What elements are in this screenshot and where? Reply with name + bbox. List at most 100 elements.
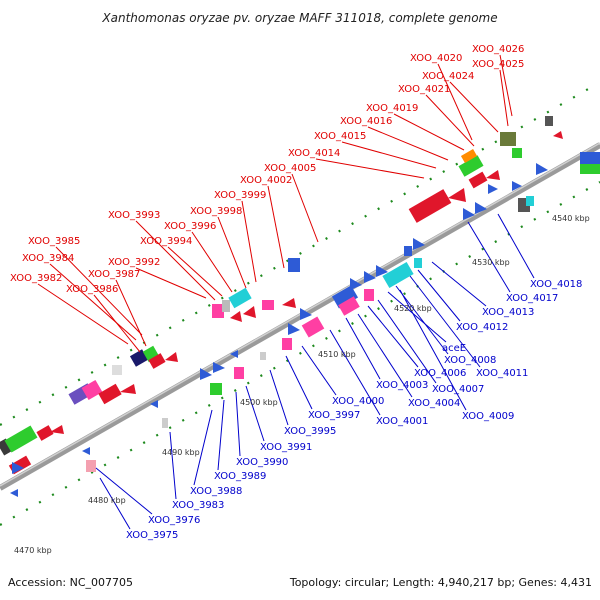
gene-label: XOO_3992 (108, 257, 160, 268)
gene-label: XOO_4000 (332, 396, 384, 407)
gene-block (210, 383, 222, 395)
gene-arrow (553, 131, 563, 139)
gene-label: XOO_4012 (456, 322, 508, 333)
gene-label: XOO_3987 (88, 269, 140, 280)
gene-arrow (243, 306, 256, 318)
summary-text: Topology: circular; Length: 4,940,217 bp… (289, 576, 592, 589)
leader-line (193, 409, 213, 486)
gene-arrow (230, 311, 242, 322)
gene-block (580, 152, 600, 164)
gene-arrow (200, 368, 212, 380)
gene-label: XOO_3989 (214, 471, 266, 482)
tick-label: 4530 kbp (472, 258, 510, 267)
leader-line (99, 477, 131, 530)
gene-label: XOO_4016 (340, 116, 392, 127)
gene-arrow (364, 271, 376, 283)
leader-line (235, 391, 241, 457)
gene-arrow (120, 384, 136, 394)
gene-label: XOO_3986 (66, 284, 118, 295)
gene-arrow (536, 163, 548, 175)
gene-label: XOO_3994 (140, 236, 192, 247)
accession-text: Accession: NC_007705 (8, 576, 133, 589)
gene-block (4, 425, 38, 453)
gene-label: XOO_3982 (10, 273, 62, 284)
leader-line (395, 285, 449, 355)
tick-label: 4470 kbp (14, 546, 52, 555)
gene-arrow (230, 350, 238, 358)
leader-line (341, 141, 437, 169)
gene-block (500, 132, 516, 146)
leader-line (387, 291, 447, 343)
leader-line (315, 158, 425, 179)
gene-arrow (488, 184, 498, 194)
gene-block (81, 379, 103, 401)
gene-block (301, 316, 325, 338)
gene-label: XOO_3983 (172, 500, 224, 511)
gene-label: XOO_4004 (408, 398, 460, 409)
leader-line (115, 279, 147, 347)
gene-label: XOO_4002 (240, 175, 292, 186)
gene-label: XOO_3988 (190, 486, 242, 497)
gene-label: XOO_3999 (214, 190, 266, 201)
tick-label: 4490 kbp (162, 448, 200, 457)
gene-block (98, 383, 122, 405)
gene-arrow (12, 462, 24, 474)
gene-label: XOO_3976 (148, 515, 200, 526)
gene-block (526, 196, 534, 206)
leader-line (93, 294, 141, 353)
gene-label: XOO_3991 (260, 442, 312, 453)
gene-block (382, 261, 414, 289)
leader-line (55, 246, 143, 336)
gene-block (262, 300, 274, 310)
leader-line (437, 63, 473, 141)
gene-block (458, 155, 484, 177)
leader-line (417, 269, 461, 322)
leader-line (241, 200, 257, 283)
gene-block (222, 300, 230, 312)
gene-block (0, 438, 13, 456)
leader-line (95, 467, 153, 515)
leader-line (345, 317, 381, 380)
leaders-top (37, 54, 513, 353)
leader-line (393, 113, 465, 151)
leader-line (269, 369, 289, 426)
gene-label: XOO_4013 (482, 307, 534, 318)
gene-label: XOO_3984 (22, 253, 74, 264)
gene-label: XOO_3975 (126, 530, 178, 541)
gene-label: XOO_4021 (398, 84, 450, 95)
gene-arrow (10, 489, 18, 497)
gene-block (162, 418, 168, 428)
gene-block (234, 367, 244, 379)
leader-line (49, 263, 137, 341)
leader-line (499, 54, 513, 117)
leader-line (329, 329, 381, 416)
gene-block (545, 116, 553, 126)
gene-label: XOO_4001 (376, 416, 428, 427)
leader-line (267, 185, 285, 269)
tick-label: 4520 kbp (394, 304, 432, 313)
gene-label: XOO_4008 (444, 355, 496, 366)
gene-block (331, 285, 359, 309)
gene-label: XOO_4007 (432, 384, 484, 395)
gene-label: XOO_4024 (422, 71, 474, 82)
leader-line (499, 69, 509, 127)
gene-label: XOO_3998 (190, 206, 242, 217)
gene-block (112, 365, 122, 375)
gene-label: XOO_4020 (410, 53, 462, 64)
leaders-bottom (95, 213, 535, 530)
leader-line (377, 299, 437, 384)
gene-arrow (486, 170, 500, 180)
gene-block (580, 164, 600, 174)
tick-labels: 4470 kbp 4480 kbp 4490 kbp 4500 kbp 4510 kbp… (14, 214, 590, 555)
gene-label: XOO_4011 (476, 368, 528, 379)
gene-label: XOO_3995 (284, 426, 336, 437)
leader-line (135, 267, 207, 299)
leader-line (409, 275, 481, 368)
leader-line (285, 355, 313, 410)
tick-label: 4480 kbp (88, 496, 126, 505)
leader-line (367, 305, 419, 368)
gene-arrow (350, 278, 362, 290)
tick-label: 4540 kbp (552, 214, 590, 223)
gene-label: XOO_3985 (28, 236, 80, 247)
leader-line (191, 231, 233, 293)
